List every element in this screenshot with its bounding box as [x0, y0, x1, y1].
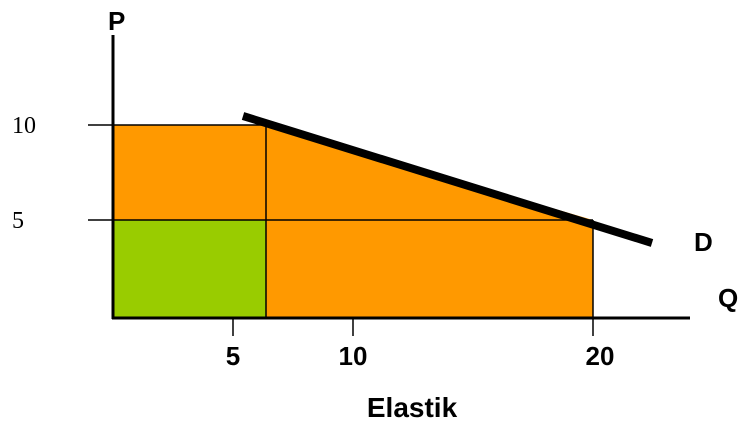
- y-tick-label-5: 5: [12, 208, 24, 234]
- demand-label: D: [694, 227, 713, 257]
- x-tick-label-5: 5: [226, 341, 240, 371]
- y-tick-label-10: 10: [12, 113, 36, 139]
- diagram-caption: Elastik: [367, 392, 458, 423]
- y-axis-label: P: [108, 6, 125, 36]
- x-axis-label: Q: [718, 283, 738, 313]
- common-revenue-area: [113, 220, 266, 318]
- demand-curve: [241, 112, 654, 247]
- revenue-area-lower-right: [266, 220, 593, 318]
- x-tick-label-10: 10: [339, 341, 368, 371]
- x-tick-label-20: 20: [586, 341, 615, 371]
